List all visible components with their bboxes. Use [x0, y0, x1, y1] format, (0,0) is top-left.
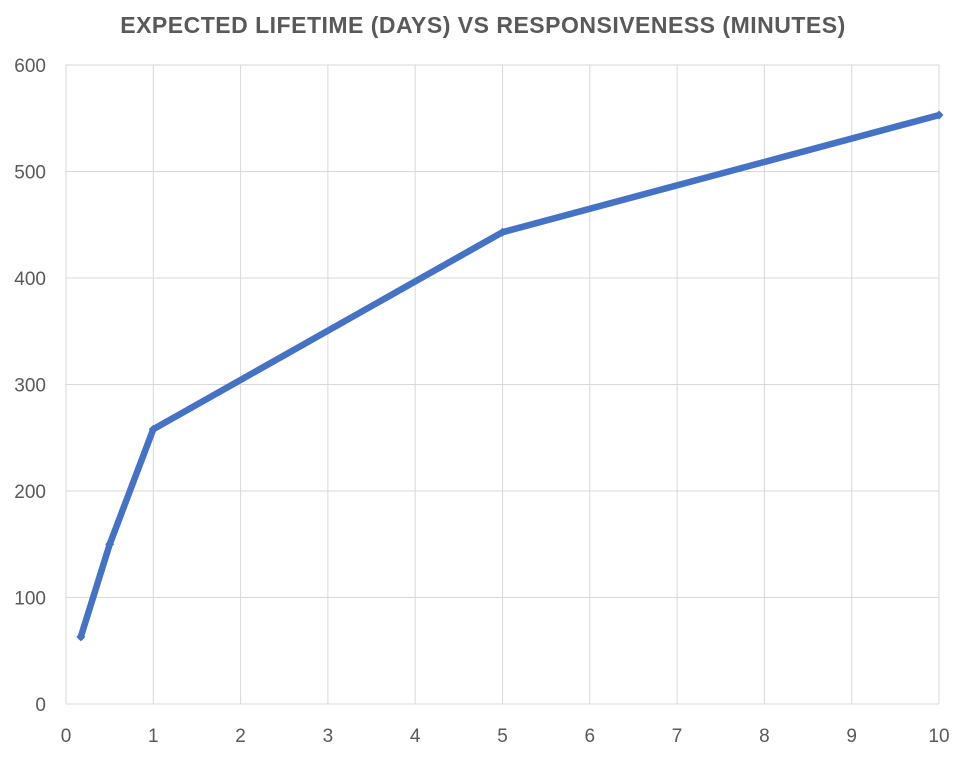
y-tick-label: 200: [14, 482, 46, 503]
x-tick-label: 2: [235, 726, 246, 747]
y-tick-label: 400: [14, 269, 46, 290]
x-tick-label: 0: [61, 726, 72, 747]
x-axis-ticks: 0 1 2 3 4 5 6 7 8 9 10: [61, 726, 950, 747]
x-tick-label: 4: [410, 726, 421, 747]
chart-title: EXPECTED LIFETIME (DAYS) VS RESPONSIVENE…: [120, 12, 846, 38]
y-axis-ticks: 0 100 200 300 400 500 600: [14, 56, 46, 716]
y-tick-label: 0: [35, 695, 46, 716]
x-tick-label: 8: [759, 726, 770, 747]
y-tick-label: 600: [14, 56, 46, 77]
data-point: [498, 227, 507, 237]
gridlines: [65, 64, 940, 705]
series-group: [76, 110, 944, 642]
x-tick-label: 9: [846, 726, 857, 747]
x-tick-label: 5: [497, 726, 508, 747]
series-line: [77, 111, 943, 641]
y-tick-label: 500: [14, 163, 46, 184]
x-tick-label: 7: [672, 726, 683, 747]
x-tick-label: 1: [148, 726, 159, 747]
y-tick-label: 100: [14, 589, 46, 610]
x-tick-label: 3: [323, 726, 334, 747]
data-point: [76, 632, 86, 642]
y-tick-label: 300: [14, 376, 46, 397]
data-point: [934, 110, 944, 120]
x-tick-label: 6: [585, 726, 596, 747]
x-tick-label: 10: [928, 726, 949, 747]
data-point: [148, 424, 158, 434]
data-point: [105, 539, 115, 549]
